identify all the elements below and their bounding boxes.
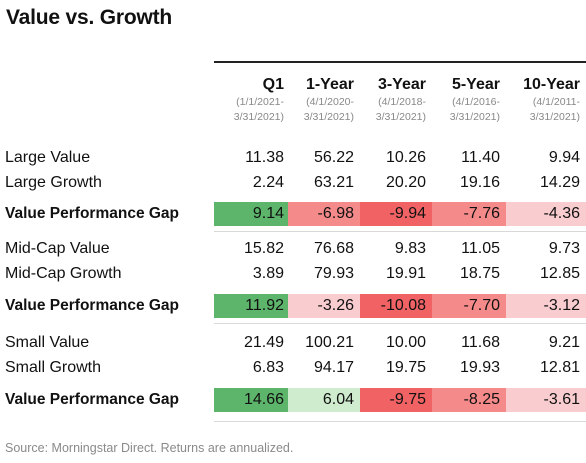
value-cell: 9.83 — [394, 240, 426, 257]
value-cell: 76.68 — [313, 240, 354, 257]
table-bottom-rule — [214, 421, 586, 422]
value-cell: 12.81 — [539, 359, 580, 376]
value-cell: 56.22 — [313, 149, 354, 166]
value-cell: 6.83 — [252, 359, 284, 376]
value-cell: 11.05 — [461, 240, 500, 257]
value-cell: 19.75 — [385, 359, 426, 376]
table-row: Large Growth 2.24 63.21 20.20 19.16 14.29 — [0, 171, 586, 195]
value-cell: 10.26 — [385, 149, 426, 166]
column-header: 1-Year (4/1/2020- 3/31/2021) — [274, 75, 354, 125]
performance-gap-row: Value Performance Gap 9.14 -6.98 -9.94 -7.76… — [0, 202, 586, 226]
gap-cell: -9.94 — [360, 202, 432, 226]
column-date-range-end: 3/31/2021) — [375, 111, 426, 123]
value-cell: 2.24 — [252, 174, 284, 191]
value-cell: 100.21 — [305, 334, 354, 351]
table-row: Small Value 21.49 100.21 10.00 11.68 9.21 — [0, 331, 586, 355]
value-cell: 63.21 — [313, 174, 354, 191]
performance-gap-row: Value Performance Gap 14.66 6.04 -9.75 -8.25… — [0, 388, 586, 412]
table-row: Mid-Cap Growth 3.89 79.93 19.91 18.75 12.85 — [0, 262, 586, 286]
row-label: Value Performance Gap — [5, 297, 180, 314]
gap-cell: 9.14 — [214, 202, 290, 226]
row-label: Value Performance Gap — [5, 205, 180, 222]
gap-cell: -3.61 — [506, 388, 586, 412]
column-date-range-end: 3/31/2021) — [529, 111, 580, 123]
value-cell: 79.93 — [313, 265, 354, 282]
column-header: Q1 (1/1/2021- 3/31/2021) — [204, 75, 284, 125]
column-name: 1-Year — [305, 76, 354, 93]
value-cell: 12.85 — [539, 265, 580, 282]
column-date-range-end: 3/31/2021) — [233, 111, 284, 123]
column-header: 10-Year (4/1/2011- 3/31/2021) — [500, 75, 580, 125]
gap-cell: -7.70 — [432, 294, 506, 318]
value-cell: 20.20 — [385, 174, 426, 191]
performance-gap-row: Value Performance Gap 11.92 -3.26 -10.08 -7.… — [0, 294, 586, 318]
gap-cell: -8.25 — [432, 388, 506, 412]
value-cell: 10.00 — [385, 334, 426, 351]
chart-title: Value vs. Growth — [6, 6, 173, 29]
gap-cell: -7.76 — [432, 202, 506, 226]
gap-cell: -3.12 — [506, 294, 586, 318]
column-name: 5-Year — [451, 76, 500, 93]
row-separator — [214, 231, 586, 232]
value-cell: 94.17 — [313, 359, 354, 376]
value-cell: 11.40 — [461, 149, 500, 166]
value-cell: 11.68 — [461, 334, 500, 351]
row-label: Value Performance Gap — [5, 391, 180, 408]
gap-cell: 14.66 — [214, 388, 290, 412]
gap-cell: -10.08 — [360, 294, 432, 318]
column-header: 3-Year (4/1/2018- 3/31/2021) — [346, 75, 426, 125]
column-name: Q1 — [262, 76, 284, 93]
value-cell: 21.49 — [243, 334, 284, 351]
gap-cell: 6.04 — [288, 388, 360, 412]
value-cell: 9.94 — [548, 149, 580, 166]
row-label: Large Value — [5, 149, 91, 166]
value-cell: 18.75 — [459, 265, 500, 282]
column-date-range-start: (4/1/2018- — [378, 96, 426, 108]
column-date-range-end: 3/31/2021) — [449, 111, 500, 123]
value-cell: 19.93 — [459, 359, 500, 376]
column-date-range-start: (4/1/2011- — [532, 96, 580, 108]
value-cell: 14.29 — [539, 174, 580, 191]
row-label: Small Growth — [5, 359, 102, 376]
table-row: Large Value 11.38 56.22 10.26 11.40 9.94 — [0, 146, 586, 170]
row-label: Mid-Cap Growth — [5, 265, 122, 282]
column-name: 10-Year — [523, 76, 580, 93]
column-header: 5-Year (4/1/2016- 3/31/2021) — [420, 75, 500, 125]
column-name: 3-Year — [377, 76, 426, 93]
column-date-range-start: (4/1/2020- — [306, 96, 354, 108]
column-date-range-end: 3/31/2021) — [303, 111, 354, 123]
gap-cell: -6.98 — [288, 202, 360, 226]
table-row: Small Growth 6.83 94.17 19.75 19.93 12.81 — [0, 356, 586, 380]
gap-cell: -4.36 — [506, 202, 586, 226]
gap-cell: 11.92 — [214, 294, 290, 318]
value-cell: 9.21 — [548, 334, 580, 351]
row-label: Small Value — [5, 334, 90, 351]
gap-cell: -3.26 — [288, 294, 360, 318]
header-rule — [214, 61, 586, 63]
value-cell: 15.82 — [243, 240, 284, 257]
row-label: Mid-Cap Value — [5, 240, 110, 257]
value-cell: 3.89 — [252, 265, 284, 282]
value-cell: 19.16 — [459, 174, 500, 191]
value-cell: 9.73 — [548, 240, 580, 257]
gap-cell: -9.75 — [360, 388, 432, 412]
source-note: Source: Morningstar Direct. Returns are … — [5, 441, 294, 455]
row-label: Large Growth — [5, 174, 102, 191]
value-cell: 19.91 — [385, 265, 426, 282]
value-cell: 11.38 — [245, 149, 284, 166]
row-separator — [214, 323, 586, 324]
column-date-range-start: (1/1/2021- — [236, 96, 284, 108]
column-date-range-start: (4/1/2016- — [452, 96, 500, 108]
table-row: Mid-Cap Value 15.82 76.68 9.83 11.05 9.73 — [0, 237, 586, 261]
